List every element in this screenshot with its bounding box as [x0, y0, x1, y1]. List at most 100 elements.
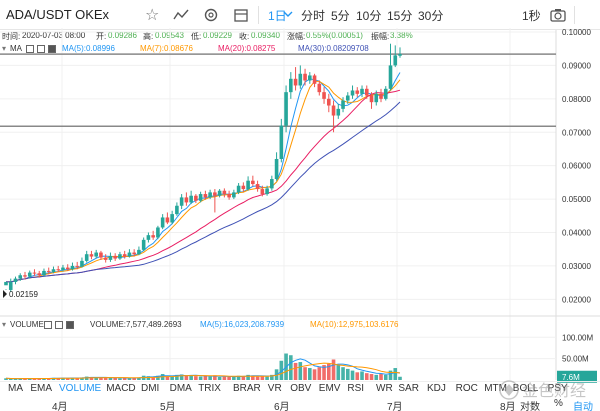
ma5-value: MA(5):0.08996 — [62, 44, 115, 53]
star-icon[interactable]: ☆ — [145, 7, 160, 24]
candle-body — [298, 73, 303, 86]
high-value: 0.09543 — [155, 31, 184, 40]
interval-30m[interactable]: 30分 — [418, 9, 444, 23]
candle-body — [122, 254, 127, 257]
candle-body — [345, 95, 350, 101]
indicator-tab-roc[interactable]: ROC — [455, 383, 478, 394]
indicator-tab-vr[interactable]: VR — [267, 383, 282, 394]
volume-bar — [194, 376, 198, 380]
volume-bar — [203, 375, 208, 380]
ma20-line — [6, 89, 401, 283]
auto-scale-toggle[interactable]: 自动 — [573, 402, 593, 411]
indicator-tab-emv[interactable]: EMV — [318, 383, 341, 394]
volume-collapse-icon[interactable]: ▾ — [2, 320, 7, 329]
candle-body — [379, 93, 383, 99]
indicator-tab-obv[interactable]: OBV — [290, 383, 312, 394]
candle-body — [165, 217, 170, 223]
indicator-tab-wr[interactable]: WR — [376, 383, 393, 394]
volume-bar — [270, 374, 274, 380]
volume-bar — [383, 374, 388, 380]
indicator-tab-dma[interactable]: DMA — [169, 383, 192, 394]
camera-icon[interactable] — [549, 6, 567, 24]
volume-bar — [345, 368, 350, 380]
volume-bar — [80, 377, 84, 380]
volume-bar — [217, 377, 222, 380]
candle-body — [13, 278, 18, 282]
volume-bar — [27, 378, 32, 380]
candle-body — [198, 194, 203, 201]
indicator-tab-sar[interactable]: SAR — [398, 383, 419, 394]
indicator-tab-mtm[interactable]: MTM — [484, 383, 507, 394]
indicator-tab-macd[interactable]: MACD — [106, 383, 136, 394]
interval-10m[interactable]: 10分 — [356, 9, 382, 23]
ohlc-infobar: 时间: 2020-07-03 08:00 开: 0.09286 高: 0.095… — [0, 30, 600, 43]
indicator-tab-brar[interactable]: BRAR — [233, 383, 261, 394]
ma-collapse-icon[interactable]: ▾ — [2, 44, 7, 53]
settings-icon[interactable] — [202, 6, 220, 24]
indicator-tab-trix[interactable]: TRIX — [198, 383, 221, 394]
current-volume-label: 7.6M — [562, 373, 580, 382]
price-tick-label: 0.02000 — [562, 295, 591, 304]
candle-body — [132, 252, 136, 255]
indicator-tab-dmi[interactable]: DMI — [141, 383, 160, 394]
volume-bar — [364, 373, 369, 380]
candle-body — [61, 267, 65, 270]
volume-close-icon[interactable] — [66, 321, 74, 329]
volume-bar — [122, 377, 127, 380]
candle-body — [4, 281, 8, 286]
candle-body — [203, 194, 208, 198]
candle-body — [364, 88, 369, 96]
interval-1d[interactable]: 1日 — [268, 9, 287, 23]
interval-1s[interactable]: 1秒 — [522, 9, 541, 23]
interval-timeline[interactable]: 分时 — [301, 9, 326, 23]
volume-bar — [265, 376, 269, 380]
candle-body — [75, 265, 80, 267]
indicator-tab-volume[interactable]: VOLUME — [59, 383, 102, 394]
candle-body — [99, 252, 103, 258]
candle-body — [383, 88, 388, 99]
price-tick-label: 0.03000 — [562, 262, 591, 271]
log-scale-toggle[interactable]: 对数 — [520, 402, 540, 411]
candle-body — [23, 275, 27, 277]
indicator-tab-boll[interactable]: BOLL — [512, 383, 539, 394]
volume-bar — [118, 378, 122, 380]
chevron-down-icon[interactable] — [283, 8, 293, 20]
indicator-icon[interactable] — [172, 6, 190, 24]
calendar-icon[interactable] — [232, 6, 250, 24]
indicator-tab-ema[interactable]: EMA — [30, 383, 53, 394]
volume-bar — [251, 375, 255, 380]
ma-close-icon[interactable] — [48, 45, 56, 53]
indicator-tab-rsi[interactable]: RSI — [347, 383, 365, 394]
percent-scale-toggle[interactable]: % — [554, 398, 563, 409]
ma-visibility-icon[interactable] — [26, 45, 34, 53]
volume-bar — [355, 372, 360, 380]
indicator-tab-ma[interactable]: MA — [8, 383, 23, 394]
candle-body — [51, 269, 56, 272]
symbol-title[interactable]: ADA/USDT OKEx — [6, 7, 110, 22]
volume-bar — [317, 367, 322, 380]
volume-bar — [179, 374, 184, 380]
candle-body — [89, 254, 94, 257]
candle-body — [251, 180, 255, 185]
candle-body — [360, 88, 364, 94]
volume-settings-icon[interactable] — [55, 321, 63, 329]
candle-body — [388, 65, 393, 89]
ma-settings-icon[interactable] — [37, 45, 45, 53]
indicator-tab-kdj[interactable]: KDJ — [427, 383, 446, 394]
indicator-tab-psy[interactable]: PSY — [547, 383, 568, 394]
volume-visibility-icon[interactable] — [44, 321, 52, 329]
volume-bar — [113, 377, 117, 380]
toolbar: ADA/USDT OKEx ☆ 1日 分时 5分 10分 15分 30分 1秒 — [0, 0, 600, 30]
low-value: 0.09229 — [203, 31, 232, 40]
volume-bar — [18, 378, 23, 380]
ma5-line — [6, 72, 401, 283]
candle-body — [208, 192, 212, 198]
month-label: 5月 — [160, 402, 176, 411]
volume-bar — [175, 374, 179, 380]
volume-bar — [393, 368, 398, 380]
month-label: 4月 — [52, 402, 68, 411]
interval-5m[interactable]: 5分 — [331, 9, 350, 23]
interval-15m[interactable]: 15分 — [387, 9, 413, 23]
candle-body — [42, 270, 46, 276]
